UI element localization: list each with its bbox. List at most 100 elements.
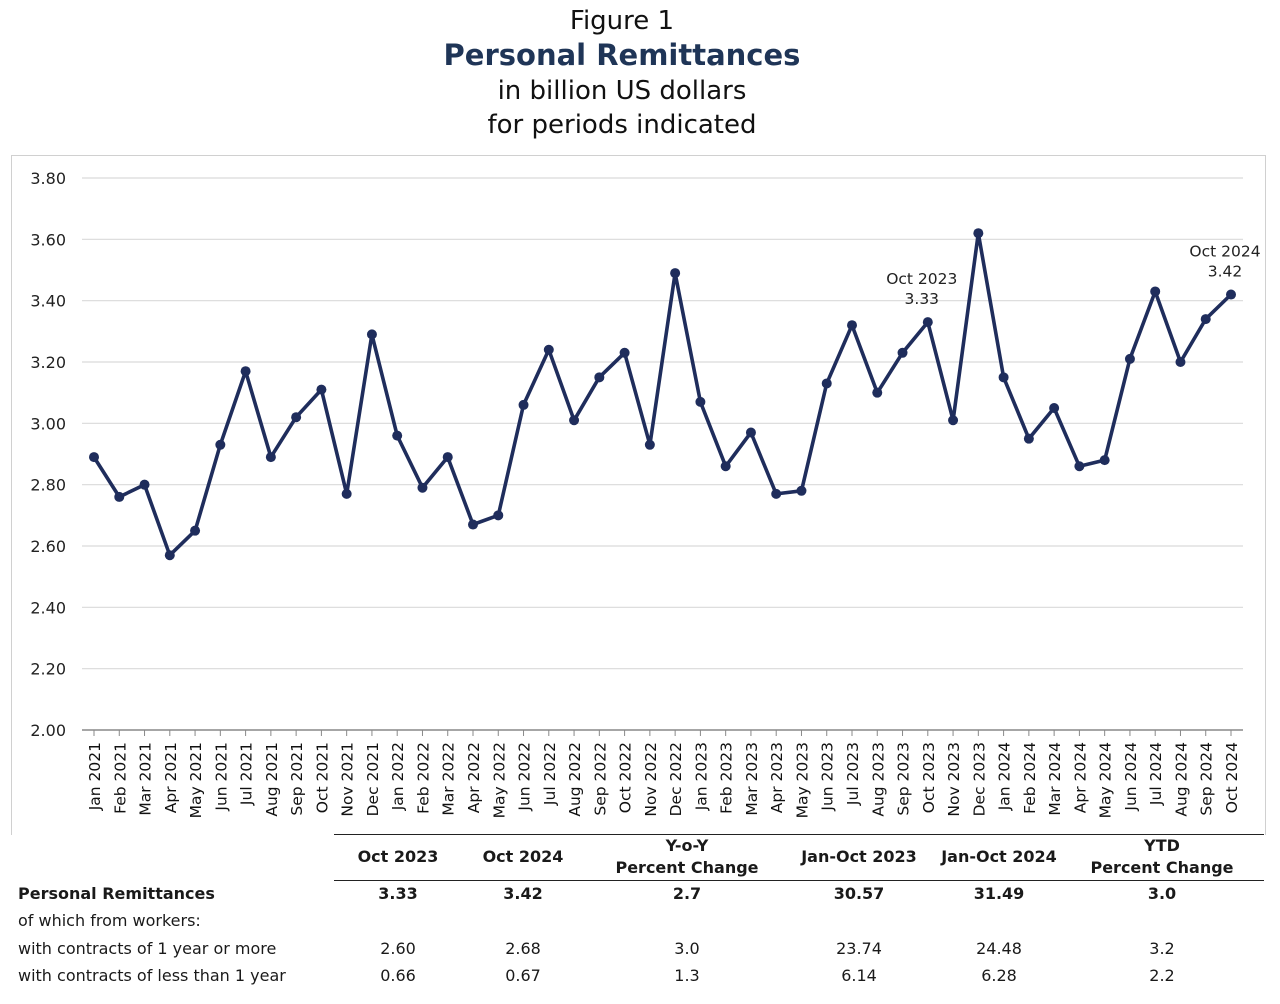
column-header: Jan-Oct 2024 xyxy=(941,847,1057,866)
annotation-value: 3.33 xyxy=(905,290,940,308)
table-cell: 0.66 xyxy=(380,966,416,985)
x-tick-label: Nov 2021 xyxy=(339,742,357,817)
data-point xyxy=(1023,433,1034,444)
column-header-line2: Percent Change xyxy=(1090,858,1234,877)
data-point xyxy=(695,396,706,407)
data-point xyxy=(1099,455,1110,466)
table-cell: 3.0 xyxy=(1147,884,1177,903)
data-point xyxy=(619,347,630,358)
table-row-label: with contracts of less than 1 year xyxy=(18,966,286,985)
x-tick-label: Jul 2022 xyxy=(541,742,559,806)
data-point xyxy=(265,452,276,463)
data-point xyxy=(1200,314,1211,325)
data-point xyxy=(998,372,1009,383)
annotation-value: 3.42 xyxy=(1208,263,1243,281)
table-cell: 3.2 xyxy=(1149,939,1175,958)
x-tick-label: Feb 2021 xyxy=(111,742,129,814)
series-line xyxy=(92,231,1233,558)
x-tick-label: Mar 2023 xyxy=(743,742,761,816)
table-row-label: with contracts of 1 year or more xyxy=(18,939,277,958)
data-point xyxy=(240,366,251,377)
data-point xyxy=(922,317,933,328)
annotation-label: Oct 2023 xyxy=(886,270,957,288)
x-tick-label: Mar 2021 xyxy=(137,742,155,816)
x-tick-label: Jul 2021 xyxy=(238,742,256,806)
table-cell: 3.42 xyxy=(503,884,543,903)
table-cell: 2.68 xyxy=(505,939,541,958)
data-point xyxy=(872,387,883,398)
table-header-rule xyxy=(334,880,1264,881)
y-tick-label: 2.40 xyxy=(30,598,66,617)
x-tick-label: Jan 2023 xyxy=(692,742,710,811)
data-point xyxy=(114,491,125,502)
y-tick-label: 2.80 xyxy=(30,476,66,495)
data-point xyxy=(341,488,352,499)
x-tick-label: Nov 2022 xyxy=(642,742,660,817)
data-point xyxy=(594,372,605,383)
data-point xyxy=(366,329,377,340)
data-point xyxy=(1226,289,1236,300)
x-tick-label: Feb 2022 xyxy=(414,742,432,814)
data-point xyxy=(670,268,681,279)
table-cell: 1.3 xyxy=(674,966,700,985)
x-tick-label: May 2022 xyxy=(490,742,508,818)
data-point xyxy=(771,488,782,499)
chart-frame xyxy=(11,155,1266,835)
x-tick-label: May 2024 xyxy=(1097,742,1115,818)
x-tick-label: Jun 2023 xyxy=(819,742,837,812)
data-point xyxy=(569,415,580,426)
data-point xyxy=(1124,353,1135,364)
table-cell: 30.57 xyxy=(833,884,885,903)
y-tick-label: 2.20 xyxy=(30,660,66,679)
table-cell: 3.33 xyxy=(378,884,418,903)
x-tick-label: May 2021 xyxy=(187,742,205,818)
table-row-label: of which from workers: xyxy=(18,911,201,930)
data-point xyxy=(139,479,150,490)
x-tick-label: Aug 2024 xyxy=(1172,742,1190,817)
x-tick-label: Apr 2021 xyxy=(162,742,180,813)
chart-subtitle-periods: for periods indicated xyxy=(487,110,757,140)
data-point xyxy=(291,412,302,423)
x-tick-label: Apr 2024 xyxy=(1071,742,1089,813)
data-point xyxy=(543,344,554,355)
x-tick-label: Aug 2023 xyxy=(869,742,887,817)
data-point xyxy=(897,347,908,358)
x-tick-label: Oct 2021 xyxy=(313,742,331,813)
x-tick-label: Jan 2022 xyxy=(389,742,407,811)
column-header: Oct 2024 xyxy=(482,847,564,866)
data-point xyxy=(821,378,832,389)
table-cell: 0.67 xyxy=(505,966,541,985)
data-point xyxy=(973,228,984,239)
data-point xyxy=(745,427,756,438)
x-tick-label: Jan 2021 xyxy=(86,742,104,811)
table-cell: 2.7 xyxy=(672,884,702,903)
x-tick-label: Dec 2021 xyxy=(364,742,382,816)
x-tick-label: May 2023 xyxy=(793,742,811,818)
data-point xyxy=(847,320,857,331)
x-tick-label: Jun 2021 xyxy=(212,742,230,812)
x-tick-label: Mar 2022 xyxy=(440,742,458,816)
table-cell: 2.60 xyxy=(380,939,416,958)
data-point xyxy=(468,519,478,530)
data-point xyxy=(1175,357,1186,367)
y-tick-label: 3.00 xyxy=(30,414,66,433)
data-point xyxy=(720,461,731,472)
x-tick-label: Jan 2024 xyxy=(996,742,1014,811)
data-point xyxy=(417,482,428,493)
table-cell: 3.0 xyxy=(674,939,700,958)
x-tick-label: Feb 2023 xyxy=(718,742,736,814)
y-tick-label: 3.60 xyxy=(30,230,66,249)
x-tick-label: Aug 2021 xyxy=(263,742,281,817)
data-point xyxy=(493,510,504,521)
x-tick-label: Jun 2024 xyxy=(1122,742,1140,812)
x-tick-label: Oct 2022 xyxy=(617,742,635,813)
column-header-line2: Percent Change xyxy=(615,858,759,877)
data-point xyxy=(164,550,175,561)
x-tick-label: Nov 2023 xyxy=(945,742,963,817)
data-point xyxy=(948,415,959,426)
x-tick-label: Sep 2021 xyxy=(288,742,306,816)
x-tick-label: Apr 2022 xyxy=(465,742,483,813)
data-point xyxy=(518,399,529,410)
column-header: Oct 2023 xyxy=(357,847,439,866)
table-row-label: Personal Remittances xyxy=(18,884,215,903)
